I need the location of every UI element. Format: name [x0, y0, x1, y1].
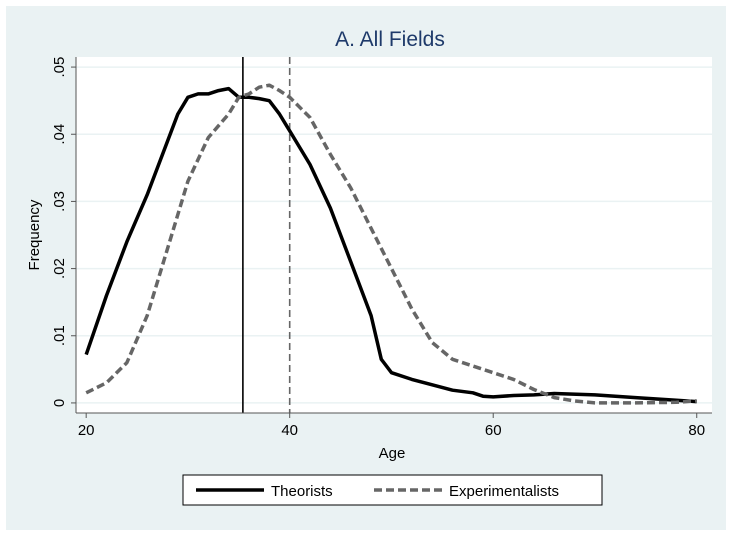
legend-label-experimentalists: Experimentalists: [449, 483, 559, 500]
chart-svg: 0 .01 .02 .03 .04 .05 20 40 60 80 A. All Fields A…: [26, 28, 712, 506]
y-tick-label: .01: [51, 325, 68, 346]
series-line-theorists: [84, 86, 697, 404]
x-tick-label: 20: [78, 422, 95, 439]
plot-area: [76, 57, 712, 413]
y-tick-label: .03: [51, 191, 68, 212]
x-tick-label: 60: [485, 422, 502, 439]
y-axis-label: Frequency: [26, 199, 43, 270]
legend-label-theorists: Theorists: [271, 483, 333, 500]
x-tick-label: 40: [281, 422, 298, 439]
y-tick-label: .02: [51, 258, 68, 279]
x-axis-label: Age: [379, 445, 406, 462]
legend: Theorists Experimentalists: [182, 474, 603, 506]
y-tick-label: .04: [51, 124, 68, 145]
y-tick-label: 0: [51, 399, 68, 407]
x-tick-label: 80: [688, 422, 705, 439]
y-tick-label: .05: [51, 57, 68, 78]
chart-container: 0 .01 .02 .03 .04 .05 20 40 60 80 A. All Fields A…: [6, 6, 726, 530]
chart-title: A. All Fields: [335, 28, 445, 51]
